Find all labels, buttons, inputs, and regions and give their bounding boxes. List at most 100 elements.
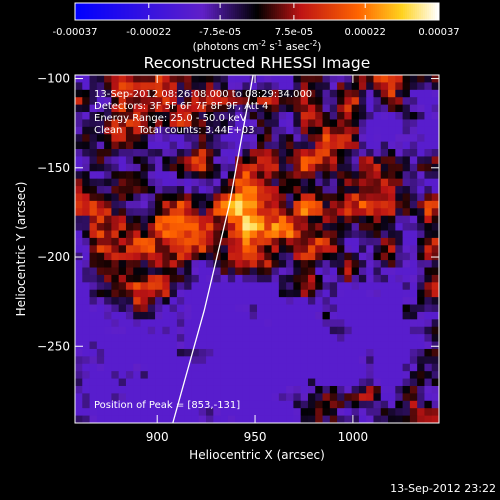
heatmap-cell — [206, 304, 214, 313]
heatmap-cell — [176, 319, 185, 328]
heatmap-cell — [322, 89, 331, 98]
heatmap-cell — [380, 260, 389, 268]
heatmap-cell — [431, 326, 440, 335]
heatmap-cell — [286, 223, 294, 231]
heatmap-cell — [307, 415, 316, 424]
heatmap-cell — [257, 274, 265, 283]
heatmap-cell — [409, 75, 418, 83]
heatmap-cell — [409, 193, 418, 202]
heatmap-cell — [249, 408, 258, 416]
heatmap-cell — [111, 89, 120, 98]
heatmap-cell — [235, 237, 243, 246]
heatmap-cell — [344, 252, 353, 261]
heatmap-cell — [271, 245, 280, 254]
heatmap-cell — [358, 393, 367, 402]
heatmap-cell — [366, 274, 374, 283]
heatmap-cell — [220, 341, 229, 350]
heatmap-cell — [366, 156, 374, 165]
heatmap-cell — [75, 304, 83, 313]
heatmap-cell — [213, 245, 221, 254]
heatmap-cell — [409, 297, 418, 305]
heatmap-cell — [351, 363, 360, 372]
heatmap-cell — [96, 304, 105, 313]
heatmap-cell — [388, 119, 396, 128]
heatmap-cell — [184, 378, 192, 387]
heatmap-cell — [235, 119, 243, 128]
heatmap-cell — [337, 112, 345, 120]
heatmap-cell — [198, 186, 207, 194]
chart-title: Reconstructed RHESSI Image — [144, 54, 371, 72]
heatmap-cell — [395, 126, 403, 135]
heatmap-cell — [257, 408, 265, 416]
heatmap-cell — [227, 260, 236, 268]
heatmap-cell — [373, 267, 382, 276]
heatmap-cell — [351, 371, 360, 379]
heatmap-cell — [227, 104, 236, 113]
heatmap-cell — [424, 385, 433, 394]
heatmap-cell — [118, 326, 127, 335]
heatmap-cell — [307, 363, 316, 372]
heatmap-cell — [169, 304, 178, 313]
heatmap-cell — [75, 89, 83, 98]
heatmap-cell — [293, 97, 302, 106]
heatmap-cell — [155, 89, 163, 98]
heatmap-cell — [96, 97, 105, 106]
heatmap-cell — [409, 385, 418, 394]
heatmap-cell — [358, 408, 367, 416]
colorbar: -0.00037 -0.00022 -7.5e-05 7.5e-05 0.00022 0.… — [53, 2, 460, 53]
heatmap-cell — [366, 356, 374, 365]
heatmap-cell — [104, 178, 112, 187]
heatmap-cell — [162, 400, 171, 409]
heatmap-cell — [373, 356, 382, 365]
colorbar-cell — [327, 3, 330, 20]
colorbar-cell — [363, 3, 366, 20]
heatmap-cell — [307, 326, 316, 335]
heatmap-cell — [337, 215, 345, 224]
heatmap-cell — [395, 341, 403, 350]
heatmap-cell — [344, 141, 353, 150]
heatmap-cell — [89, 82, 98, 91]
heatmap-cell — [198, 200, 207, 209]
heatmap-cell — [198, 163, 207, 172]
heatmap-cell — [184, 304, 192, 313]
heatmap-cell — [409, 245, 418, 254]
colorbar-cell — [249, 3, 252, 20]
heatmap-cell — [424, 304, 433, 313]
heatmap-cell — [373, 274, 382, 283]
heatmap-cell — [402, 260, 411, 268]
heatmap-cell — [409, 400, 418, 409]
heatmap-cell — [322, 186, 331, 194]
heatmap-cell — [271, 178, 280, 187]
heatmap-cell — [133, 356, 141, 365]
heatmap-cell — [184, 112, 192, 120]
heatmap-cell — [82, 334, 90, 342]
heatmap-cell — [249, 82, 258, 91]
heatmap-cell — [264, 267, 272, 276]
heatmap-cell — [424, 230, 433, 239]
y-tick-label: −200 — [37, 250, 70, 264]
colorbar-cell — [149, 3, 152, 20]
heatmap-cell — [235, 378, 243, 387]
heatmap-cell — [409, 215, 418, 224]
heatmap-cell — [264, 75, 272, 83]
colorbar-cell — [123, 3, 126, 20]
heatmap-cell — [278, 112, 287, 120]
heatmap-cell — [351, 237, 360, 246]
colorbar-cell — [337, 3, 340, 20]
heatmap-cell — [417, 82, 425, 91]
colorbar-cell — [85, 3, 88, 20]
heatmap-cell — [395, 267, 403, 276]
heatmap-cell — [176, 282, 185, 291]
heatmap-cell — [184, 341, 192, 350]
colorbar-cell — [237, 3, 240, 20]
heatmap-cell — [147, 297, 156, 305]
heatmap-cell — [344, 304, 353, 313]
heatmap-cell — [322, 163, 331, 172]
heatmap-cell — [75, 274, 83, 283]
heatmap-cell — [235, 371, 243, 379]
colorbar-cell — [359, 3, 362, 20]
heatmap-cell — [344, 260, 353, 268]
heatmap-cell — [82, 171, 90, 180]
heatmap-cell — [155, 149, 163, 157]
heatmap-cell — [140, 267, 149, 276]
